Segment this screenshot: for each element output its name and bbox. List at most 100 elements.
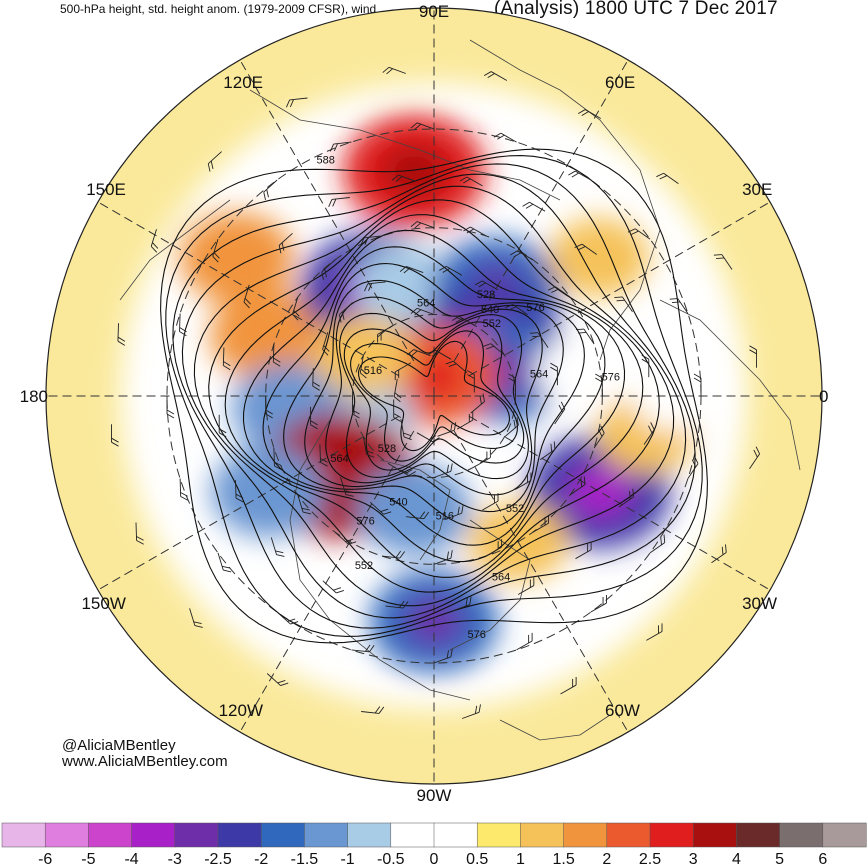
wind-barbs [111,66,761,719]
colorbar-swatch-1 [44,822,89,848]
colorbar-tick-label-15: 3 [689,851,698,865]
longitude-label-3: 0 [819,387,828,406]
map-boundary [45,7,823,785]
wind-barb-104 [377,325,394,343]
wind-barb-20 [693,373,702,396]
colorbar-swatch-17 [736,822,781,848]
meridian-120 [239,59,415,362]
meridian-60 [453,59,629,362]
wind-barb-23 [568,170,592,181]
wind-barb-46 [328,197,350,208]
wind-barb-30 [166,396,175,419]
wind-barb-84 [439,265,463,276]
wind-barb-105 [359,355,368,379]
wind-barb-56 [517,577,535,595]
wind-barb-26 [329,141,352,152]
anomaly-center-4 [354,244,455,325]
wind-barb-89 [312,368,320,391]
wind-barb-86 [364,281,386,292]
contour-label-9: 564 [330,453,348,465]
colorbar-swatch-18 [779,822,824,848]
wind-barb-9 [117,323,126,346]
wind-barb-59 [643,422,655,445]
wind-barb-40 [641,354,650,378]
wind-barb-13 [266,673,289,687]
contour-label-4: 540 [481,304,499,316]
colorbar-swatch-6 [260,822,305,848]
wind-barb-0 [749,345,757,368]
colorbar-tick-label-1: -5 [81,851,95,865]
wind-barb-14 [361,706,385,714]
wind-barb-123 [470,393,485,414]
colorbar-tick-label-7: -1 [340,851,354,865]
height-contour-4 [325,296,543,496]
height-contour-0 [357,340,511,452]
colorbar-swatch-16 [692,822,737,848]
wind-barb-114 [428,349,452,360]
wind-barb-58 [618,488,634,508]
colorbar-tick-label-2: -4 [124,851,138,865]
wind-barb-4 [484,71,508,81]
wind-barb-49 [222,347,231,371]
wind-barb-54 [385,600,409,609]
contour-label-16: 564 [492,571,510,583]
contour-label-17: 576 [468,629,486,641]
colorbar-tick-label-12: 1.5 [552,851,574,865]
anomaly-core-16 [568,466,632,518]
wind-barb-24 [493,132,517,143]
contour-label-7: 564 [530,369,548,381]
wind-barb-64 [463,226,487,237]
wind-barb-47 [278,232,293,254]
meridian-210 [97,415,400,591]
wind-barb-103 [410,307,435,316]
wind-barb-90 [310,406,318,430]
height-contour-15 [160,148,708,644]
longitude-label-10: 150E [86,180,126,199]
wind-barb-77 [532,515,549,533]
colorbar: -6 -5 -4 -3 -2.5 -2 -1.5 -1 -0.5 0 0.5 1 1.5 2 2.5 3 4 5 6 [1,822,867,865]
wind-barb-2 [656,172,679,184]
colorbar-tick-label-9: 0 [430,851,439,865]
wind-barb-108 [392,466,416,476]
wind-barb-1 [713,254,733,270]
height-contour-14 [165,155,703,637]
wind-barb-118 [393,399,401,422]
colorbar-tick-label-13: 2 [602,851,611,865]
wind-barb-31 [179,478,188,501]
height-contour-1 [350,330,518,462]
wind-barb-18 [711,544,727,564]
wind-barb-39 [687,456,699,479]
continent-outlines [119,39,801,741]
wind-barb-101 [483,343,505,356]
wind-barb-113 [445,360,468,374]
wind-barb-60 [595,373,603,396]
contour-label-5: 528 [477,289,495,301]
colorbar-tick-label-4: -2.5 [204,851,232,865]
contour-label-13: 516 [436,510,454,522]
wind-barb-57 [575,541,592,560]
wind-barb-74 [381,550,405,559]
colorbar-swatch-19 [822,822,867,848]
colorbar-tick-label-10: 0.5 [466,851,488,865]
wind-barb-33 [276,611,299,625]
height-contour-3 [339,312,529,480]
field-description: 500-hPa height, std. height anom. (1979-… [60,2,377,16]
wind-barb-29 [179,313,187,337]
wind-barb-95 [444,505,464,520]
height-contour-8 [242,229,626,563]
colorbar-swatch-9 [390,822,435,848]
wind-barb-116 [394,362,412,380]
wind-barb-96 [482,493,499,511]
meridian-240 [239,430,415,733]
wind-barb-42 [574,243,597,255]
wind-barb-94 [406,511,430,520]
wind-barb-16 [560,676,577,695]
wind-barb-19 [749,446,761,470]
height-contour-2 [343,321,525,471]
wind-barb-65 [410,221,435,229]
anomaly-center-1 [179,212,294,304]
longitude-label-11: 120E [223,73,263,92]
longitude-label-4: 30W [742,594,777,613]
